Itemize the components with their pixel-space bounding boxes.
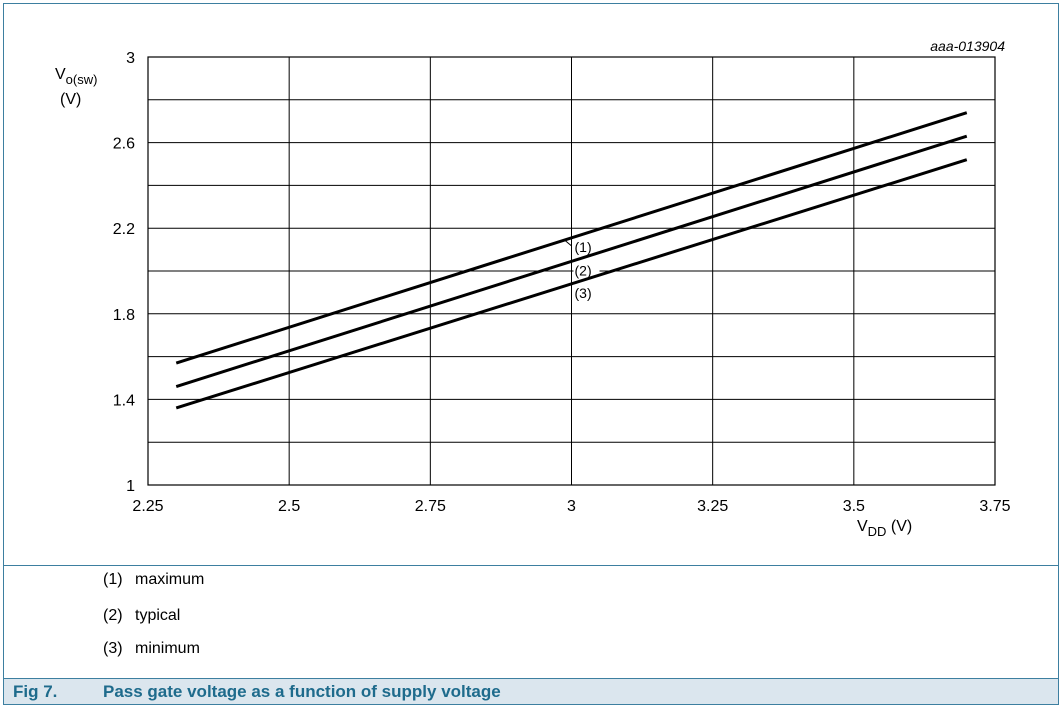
figure-number: Fig 7.	[13, 682, 58, 701]
x-tick-label: 2.25	[132, 498, 163, 515]
chart-tick-labels: 2.25 2.5 2.75 3 3.25 3.5 3.75 1 1.4 1.8 2.2 2.6 3	[113, 50, 1011, 515]
y-tick-label: 1.4	[113, 392, 135, 409]
x-tick-label: 2.75	[415, 498, 446, 515]
y-tick-label: 3	[126, 50, 135, 67]
chart-id-label: aaa-013904	[930, 38, 1005, 54]
legend-number: (3)	[103, 640, 123, 657]
x-tick-label: 3.25	[697, 498, 728, 515]
x-axis-label-unit: (V)	[886, 518, 912, 535]
y-tick-label: 2.6	[113, 136, 135, 153]
x-axis-label-main: V	[857, 518, 868, 535]
series-line-3	[175, 158, 968, 410]
series-label-3: (3)	[575, 285, 592, 301]
series-label-bg	[573, 238, 600, 255]
x-tick-label: 3.75	[979, 498, 1010, 515]
plot-border	[147, 56, 996, 486]
y-tick-label: 1.8	[113, 307, 135, 324]
y-axis-label-unit: (V)	[60, 91, 81, 108]
series-label-1: (1)	[575, 239, 592, 255]
legend-text: typical	[135, 607, 181, 624]
legend-text: minimum	[135, 640, 200, 657]
figure-caption: Fig 7. Pass gate voltage as a function o…	[4, 679, 1058, 704]
legend-item-typical: (2) typical	[103, 607, 180, 625]
legend-number: (2)	[103, 607, 123, 624]
legend-item-maximum: (1) maximum	[103, 571, 204, 589]
y-axis-label-main: V	[55, 66, 66, 83]
y-tick-label: 1	[126, 478, 135, 495]
figure-title: Pass gate voltage as a function of suppl…	[103, 682, 501, 701]
series-line-1	[175, 111, 968, 365]
legend-number: (1)	[103, 571, 123, 588]
legend-divider	[3, 565, 1059, 566]
series-label-bg	[573, 284, 600, 301]
x-axis-label-sub: DD	[868, 524, 887, 539]
y-tick-label: 2.2	[113, 221, 135, 238]
series-label-2: (2)	[575, 262, 592, 278]
x-axis-label: VDD (V)	[857, 518, 912, 539]
legend-item-minimum: (3) minimum	[103, 640, 200, 658]
series-line-2	[175, 134, 968, 388]
x-tick-label: 3.5	[843, 498, 865, 515]
x-tick-label: 2.5	[278, 498, 300, 515]
series-label-bg	[573, 262, 600, 279]
series-label-leader	[565, 240, 572, 247]
y-axis-label: Vo(sw)	[55, 66, 97, 87]
caption-divider	[3, 678, 1059, 679]
y-axis-label-sub: o(sw)	[66, 72, 98, 87]
figure-frame	[3, 3, 1059, 705]
chart-grid	[147, 56, 996, 486]
chart-series: (1) (2) (3)	[175, 111, 968, 410]
x-tick-label: 3	[567, 498, 576, 515]
legend-text: maximum	[135, 571, 205, 588]
